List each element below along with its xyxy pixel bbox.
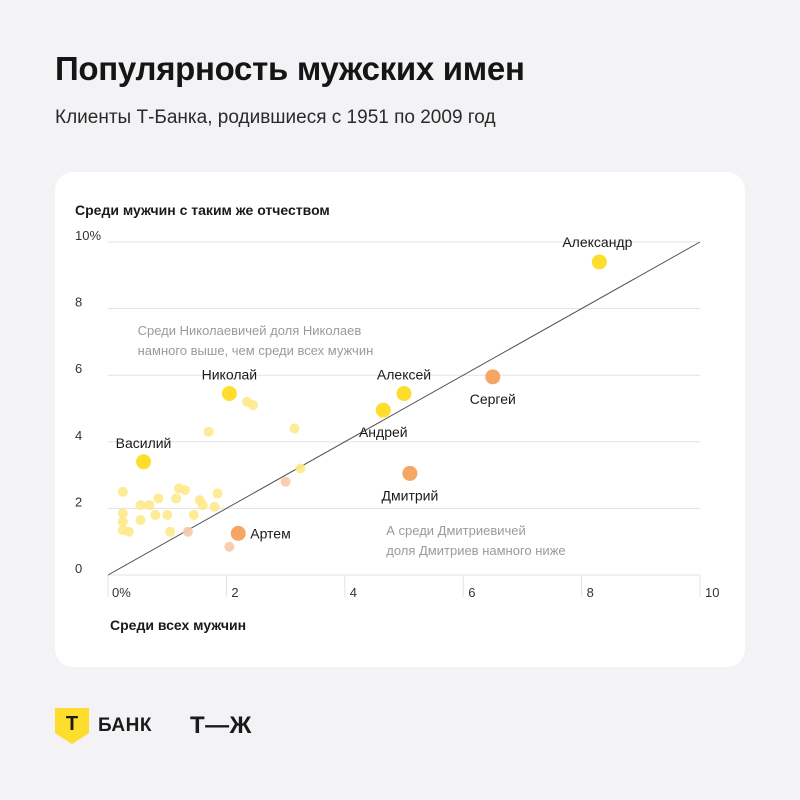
y-tick-label: 6: [75, 361, 82, 376]
chart-card: 0 2 4 6 8 10% 0% 2 4 6 8 10 Среди мужчин с таким же …: [55, 172, 745, 667]
y-tick-label: 0: [75, 561, 82, 576]
tj-logo: Т—Ж: [189, 712, 252, 739]
data-point: [591, 254, 607, 270]
chart-annotation-line: Среди Николаевичей доля Николаев: [138, 323, 362, 338]
y-axis-title: Среди мужчин с таким же отчеством: [75, 202, 330, 218]
minor-data-point: [135, 515, 146, 526]
minor-data-point: [153, 493, 164, 504]
x-tick-label: 2: [231, 585, 238, 600]
data-point: [396, 386, 412, 402]
data-point: [485, 369, 501, 385]
x-tick-label: 10: [705, 585, 719, 600]
y-tick-label: 10%: [75, 228, 101, 243]
x-tick-label: 8: [587, 585, 594, 600]
data-point: [402, 465, 418, 481]
minor-data-point: [123, 526, 134, 537]
minor-data-point: [162, 510, 173, 521]
tbank-logo: Т БАНК: [55, 708, 152, 744]
minor-data-point: [150, 510, 161, 521]
minor-data-point: [117, 516, 128, 527]
minor-data-point: [289, 423, 300, 434]
x-tick-label: 4: [350, 585, 357, 600]
tbank-shield-letter: Т: [65, 713, 79, 735]
y-tick-label: 2: [75, 494, 82, 509]
minor-data-point: [171, 493, 182, 504]
page-subtitle: Клиенты Т-Банка, родившиеся с 1951 по 20…: [55, 107, 496, 128]
data-point-label: Андрей: [359, 424, 408, 440]
data-point: [221, 386, 237, 402]
minor-data-point: [182, 526, 193, 537]
minor-data-point: [188, 510, 199, 521]
data-point: [136, 454, 152, 470]
minor-data-point: [117, 486, 128, 497]
minor-data-point: [209, 501, 220, 512]
data-point-label: Сергей: [470, 391, 516, 407]
data-point-label: Алексей: [377, 367, 431, 383]
minor-data-point: [248, 400, 259, 411]
chart-annotation-line: доля Дмитриев намного ниже: [386, 543, 565, 558]
x-tick-label: 6: [468, 585, 475, 600]
minor-data-point: [197, 500, 208, 511]
minor-data-point: [165, 526, 176, 537]
minor-data-point: [280, 476, 291, 487]
minor-data-point: [179, 485, 190, 496]
footer-logos: Т БАНК Т—Ж: [55, 708, 252, 744]
data-point: [230, 525, 246, 541]
scatter-chart: 0 2 4 6 8 10% 0% 2 4 6 8 10 Среди мужчин с таким же …: [75, 202, 719, 633]
tbank-shield-icon: Т: [55, 708, 89, 744]
reference-diagonal-line: [107, 241, 701, 576]
y-tick-label: 8: [75, 295, 82, 310]
data-point-label: Николай: [202, 367, 257, 383]
x-axis-title: Среди всех мужчин: [110, 617, 246, 633]
data-point-label: Артем: [250, 525, 290, 541]
minor-data-point: [295, 463, 306, 474]
data-point: [375, 402, 391, 418]
x-tick-label: 0%: [112, 585, 131, 600]
data-point-label: Василий: [116, 435, 172, 451]
page-title: Популярность мужских имен: [55, 50, 525, 87]
minor-data-point: [212, 488, 223, 499]
data-point-label: Дмитрий: [382, 487, 439, 503]
minor-data-point: [224, 541, 235, 552]
minor-data-point: [203, 426, 214, 437]
tbank-name: БАНК: [98, 715, 152, 736]
minor-data-point: [135, 500, 146, 511]
y-tick-label: 4: [75, 428, 82, 443]
minor-data-point: [144, 500, 155, 511]
minor-data-point: [117, 508, 128, 519]
data-point-label: Александр: [562, 234, 632, 250]
chart-annotation-line: А среди Дмитриевичей: [386, 523, 526, 538]
chart-annotation-line: намного выше, чем среди всех мужчин: [138, 343, 374, 358]
